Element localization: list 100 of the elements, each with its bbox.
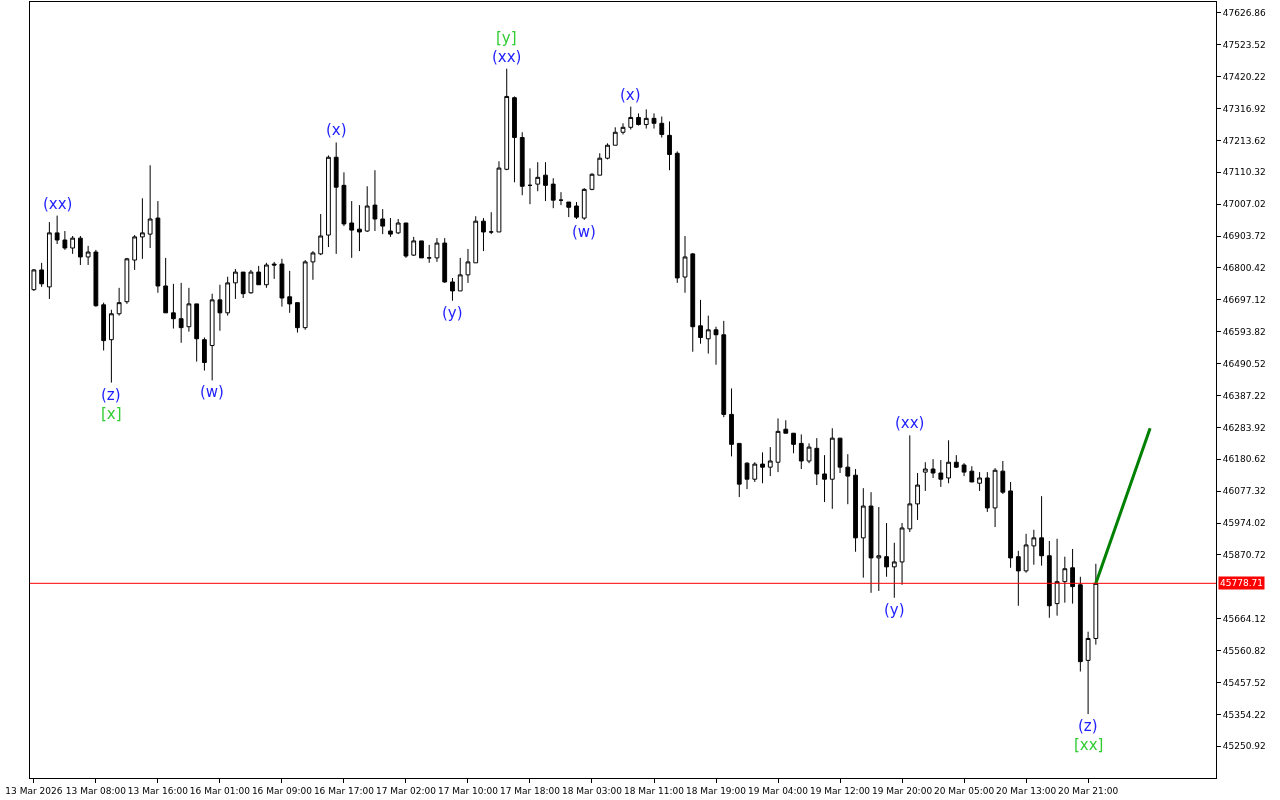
candlestick (1000, 460, 1006, 495)
candlestick (1023, 533, 1029, 574)
y-tick-label: 45560.82 (1222, 645, 1266, 656)
y-tick-label: 45664.12 (1222, 613, 1266, 624)
candlestick (907, 434, 913, 533)
candlestick (767, 446, 773, 477)
candlestick (612, 126, 618, 146)
candlestick (659, 116, 665, 139)
candlestick (651, 112, 657, 130)
candlestick (1085, 631, 1091, 715)
candlestick (814, 437, 820, 486)
candlestick (240, 271, 246, 299)
candlestick (891, 542, 897, 599)
candlestick (620, 122, 626, 135)
annotation: [x] (101, 405, 122, 423)
y-tick-label: 46903.72 (1222, 231, 1266, 242)
candlestick (992, 467, 998, 528)
candlestick (822, 454, 827, 503)
y-tick-label: 46077.32 (1222, 486, 1266, 497)
x-tick-label: 13 Mar 08:00 (65, 785, 127, 796)
candlestick (1077, 576, 1083, 673)
candlestick (721, 320, 727, 418)
candlestick (1015, 550, 1021, 607)
candlestick (868, 491, 874, 594)
candlestick (209, 293, 215, 381)
x-tick-label: 17 Mar 02:00 (375, 785, 437, 796)
candlestick (775, 417, 781, 473)
candlestick (837, 437, 843, 474)
y-tick-label: 46697.12 (1222, 294, 1266, 305)
candlestick (287, 270, 293, 314)
candlestick (581, 187, 587, 221)
y-tick-label: 47007.02 (1222, 199, 1266, 210)
annotation: (xx) (43, 195, 73, 213)
candlestick (426, 244, 432, 264)
annotation: (y) (442, 304, 463, 322)
annotation: [y] (496, 29, 517, 47)
candlestick (171, 283, 176, 330)
candlestick (574, 201, 579, 220)
candlestick (860, 487, 866, 579)
candlestick (372, 169, 378, 232)
y-tick-label: 45250.92 (1222, 741, 1266, 752)
candlestick (628, 106, 634, 130)
x-tick-label: 20 Mar 21:00 (1058, 785, 1119, 796)
candlestick (225, 276, 231, 317)
annotation: (y) (884, 601, 905, 619)
x-tick-label: 18 Mar 19:00 (685, 785, 747, 796)
x-tick-label: 17 Mar 18:00 (499, 785, 561, 796)
candlestick (690, 252, 696, 353)
candlestick (108, 309, 114, 384)
candlestick (829, 427, 835, 510)
y-tick-label: 45974.02 (1222, 518, 1266, 529)
candlestick (202, 337, 207, 372)
y-tick-label: 46490.52 (1222, 358, 1266, 369)
candlestick (922, 461, 928, 492)
candlestick (605, 142, 610, 160)
candlestick (101, 302, 107, 351)
annotation: [xx] (1074, 736, 1104, 754)
candlestick (899, 522, 905, 586)
candlestick (419, 240, 424, 259)
x-tick-label: 19 Mar 20:00 (872, 785, 933, 796)
candlestick (845, 453, 851, 505)
candlestick (473, 215, 479, 264)
candlestick (46, 221, 52, 300)
y-tick-label: 45457.52 (1222, 677, 1266, 688)
candlestick (465, 248, 471, 284)
candlestick (333, 141, 339, 255)
candlestick (915, 472, 920, 521)
candlestick (791, 432, 796, 454)
annotation: (x) (620, 86, 641, 104)
candlestick (163, 257, 169, 314)
candlestick (310, 250, 316, 281)
candlestick (519, 131, 525, 196)
candlestick (178, 282, 184, 344)
candlestick (271, 261, 277, 280)
candlestick (984, 471, 990, 513)
y-tick-label: 45870.72 (1222, 550, 1266, 561)
candlestick (744, 461, 750, 490)
candlestick (155, 200, 161, 294)
candlestick (380, 208, 386, 235)
candlestick (256, 265, 262, 286)
candlestick (488, 211, 494, 235)
candlestick (434, 237, 440, 263)
candlestick (496, 160, 502, 233)
candlestick (1093, 563, 1099, 646)
candlestick (597, 152, 603, 176)
candlestick (876, 506, 882, 592)
candlestick (1046, 540, 1052, 619)
candlestick (806, 442, 812, 464)
candlestick (752, 461, 758, 483)
candlestick (1062, 556, 1068, 604)
candlestick (388, 217, 393, 238)
x-tick-label: 20 Mar 13:00 (996, 785, 1057, 796)
candlestick (116, 287, 122, 317)
candlestick (279, 258, 285, 308)
candlestick (566, 201, 572, 218)
candlestick (636, 112, 641, 126)
candlestick (930, 458, 936, 479)
candlestick (217, 284, 223, 332)
x-tick-label: 19 Mar 04:00 (747, 785, 809, 796)
x-tick-label: 16 Mar 09:00 (251, 785, 313, 796)
